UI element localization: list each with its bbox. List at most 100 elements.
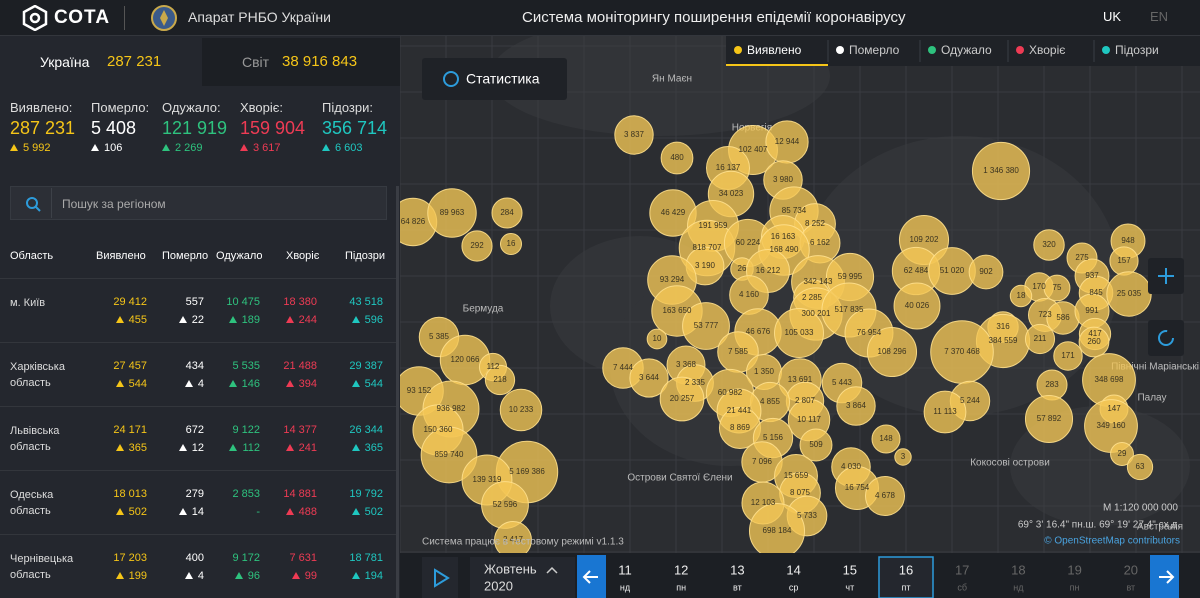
tab-ukraine[interactable]: Україна 287 231 <box>0 38 200 86</box>
bubble <box>1110 442 1134 466</box>
bubble-label: 4 160 <box>739 290 760 299</box>
weekday: пн <box>1070 582 1080 592</box>
stats-button[interactable] <box>422 58 567 100</box>
bubble-label: 150 360 <box>424 425 453 434</box>
day-number[interactable]: 14 <box>786 562 800 577</box>
stat-delta: 6 603 <box>322 142 363 154</box>
bubble <box>629 358 669 398</box>
cell-delta: 112 <box>229 442 260 454</box>
bubble <box>923 390 967 434</box>
column-header: Підозри <box>345 250 386 262</box>
table-row[interactable]: Чернівецька область 17 203 199 400 4 9 172 96 7… <box>0 534 397 598</box>
cell-value: 18 781 <box>349 552 383 564</box>
bubble <box>968 254 1004 290</box>
cell-delta: 365 <box>351 442 383 454</box>
weekday: чт <box>845 582 854 592</box>
search-box[interactable]: Пошук за регіоном <box>10 186 387 220</box>
divider <box>124 6 125 30</box>
bubble-label: 59 995 <box>838 272 863 281</box>
bubble-label: 18 <box>1017 291 1026 300</box>
stat-value: 356 714 <box>322 118 388 138</box>
day-number[interactable]: 16 <box>899 562 913 577</box>
day-number[interactable]: 17 <box>955 562 969 577</box>
weekday: пн <box>676 582 686 592</box>
bubble-label: 26 <box>738 264 747 273</box>
bubble-label: 148 <box>879 434 893 443</box>
bubble-label: 3 644 <box>639 373 660 382</box>
cell-value: 14 377 <box>283 424 317 436</box>
bubble-label: 2 335 <box>685 378 706 387</box>
bubble-label: 163 650 <box>663 306 692 315</box>
map[interactable]: Ян МаєнНорвегіяБермудаОстрови Святої Єле… <box>400 36 1200 598</box>
delta-value: 96 <box>247 570 260 582</box>
play-button[interactable] <box>422 557 458 598</box>
table-row[interactable]: Одеська область 18 013 502 279 14 2 853 - 14 88… <box>0 470 397 534</box>
place-label: Австралія <box>1137 522 1183 533</box>
day-number[interactable]: 19 <box>1067 562 1081 577</box>
day-number[interactable]: 12 <box>674 562 688 577</box>
play-icon <box>434 568 450 588</box>
bubble-label: 349 160 <box>1097 421 1126 430</box>
day-number[interactable]: 13 <box>730 562 744 577</box>
bubble-label: 7 096 <box>752 457 773 466</box>
bubble <box>1033 229 1065 261</box>
bubble-label: 76 954 <box>857 328 882 337</box>
tab-world[interactable]: Світ 38 916 843 <box>202 38 400 86</box>
delta-value: 544 <box>364 378 383 390</box>
table-row[interactable]: м. Київ 29 412 455 557 22 10 475 189 18 380 244 4… <box>0 278 397 342</box>
bubble-label: 936 982 <box>437 404 466 413</box>
day-number[interactable]: 20 <box>1124 562 1138 577</box>
day-number[interactable]: 15 <box>843 562 857 577</box>
bubble-label: 3 190 <box>695 261 716 270</box>
cell-delta: 596 <box>351 314 383 326</box>
bubble-label: 109 202 <box>910 235 939 244</box>
stat-delta: 2 269 <box>162 142 203 154</box>
cell-value: 400 <box>185 552 204 564</box>
bubble <box>1078 326 1110 358</box>
bubble-label: 698 184 <box>763 526 792 535</box>
month-select[interactable] <box>470 557 575 598</box>
cell-value: 29 412 <box>113 296 147 308</box>
month: Жовтень <box>484 561 537 576</box>
table-row[interactable]: Львівська область 24 171 365 672 12 9 122 112 1… <box>0 406 397 470</box>
bubble-label: 171 <box>1061 351 1075 360</box>
scale: М 1:120 000 000 <box>1103 503 1178 514</box>
bubble <box>864 475 906 517</box>
bubble-label: 51 020 <box>940 266 965 275</box>
region-name: м. Київ <box>10 297 46 309</box>
lang-en[interactable]: EN <box>1150 9 1169 24</box>
delta-value: 544 <box>128 378 147 390</box>
cell-value: 5 535 <box>232 360 260 372</box>
bubble-label: 10 <box>653 334 662 343</box>
bubble <box>894 448 912 466</box>
delta-value: 502 <box>364 506 383 518</box>
bubble <box>420 426 478 484</box>
bubble-label: 316 <box>996 322 1010 331</box>
day-number[interactable]: 11 <box>618 562 632 577</box>
weekday: пт <box>902 582 911 592</box>
bubble <box>499 388 543 432</box>
place-label: Палау <box>1137 393 1166 404</box>
bubble-label: 46 429 <box>661 208 686 217</box>
legend-dot <box>836 46 844 54</box>
delta-value: 244 <box>298 314 317 326</box>
zoom-in-icon <box>1158 268 1174 284</box>
cell-value: 2 853 <box>232 488 260 500</box>
bubble-label: 15 659 <box>784 471 809 480</box>
bubble-label: 12 944 <box>775 137 800 146</box>
lang-uk[interactable]: UK <box>1103 9 1122 24</box>
chevron <box>546 566 558 574</box>
stats-icon <box>443 71 459 87</box>
bubble-label: 1 350 <box>754 367 775 376</box>
bubble-label: 5 443 <box>832 378 853 387</box>
bubble-label: 62 484 <box>904 266 929 275</box>
bubble-label: 5 156 <box>763 433 784 442</box>
map-control[interactable] <box>1148 320 1184 356</box>
bubble-label: 25 035 <box>1117 289 1142 298</box>
day-number[interactable]: 18 <box>1011 562 1025 577</box>
legend-dot <box>928 46 936 54</box>
logo-icon <box>22 5 48 31</box>
cell-value: 26 344 <box>349 424 383 436</box>
table-row[interactable]: Харківська область 27 457 544 434 4 5 535 146 2… <box>0 342 397 406</box>
bubble-label: 4 678 <box>875 491 896 500</box>
